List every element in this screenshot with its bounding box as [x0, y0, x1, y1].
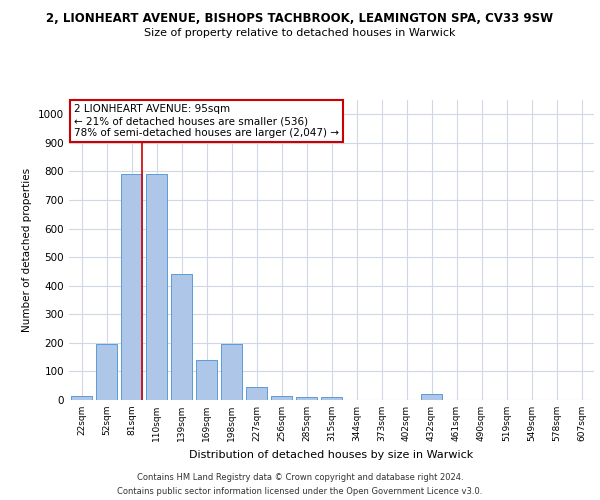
Bar: [246, 387, 267, 400]
Bar: [271, 396, 292, 400]
Bar: [146, 174, 167, 400]
Bar: [196, 360, 217, 400]
Bar: [321, 397, 342, 400]
Bar: [171, 274, 192, 400]
Bar: [121, 174, 142, 400]
Y-axis label: Number of detached properties: Number of detached properties: [22, 168, 32, 332]
Bar: [221, 344, 242, 400]
Text: Contains public sector information licensed under the Open Government Licence v3: Contains public sector information licen…: [118, 488, 482, 496]
X-axis label: Distribution of detached houses by size in Warwick: Distribution of detached houses by size …: [190, 450, 473, 460]
Text: 2, LIONHEART AVENUE, BISHOPS TACHBROOK, LEAMINGTON SPA, CV33 9SW: 2, LIONHEART AVENUE, BISHOPS TACHBROOK, …: [46, 12, 554, 26]
Bar: [421, 394, 442, 400]
Bar: [71, 396, 92, 400]
Text: 2 LIONHEART AVENUE: 95sqm
← 21% of detached houses are smaller (536)
78% of semi: 2 LIONHEART AVENUE: 95sqm ← 21% of detac…: [74, 104, 339, 138]
Bar: [296, 397, 317, 400]
Text: Size of property relative to detached houses in Warwick: Size of property relative to detached ho…: [144, 28, 456, 38]
Text: Contains HM Land Registry data © Crown copyright and database right 2024.: Contains HM Land Registry data © Crown c…: [137, 472, 463, 482]
Bar: [96, 344, 117, 400]
